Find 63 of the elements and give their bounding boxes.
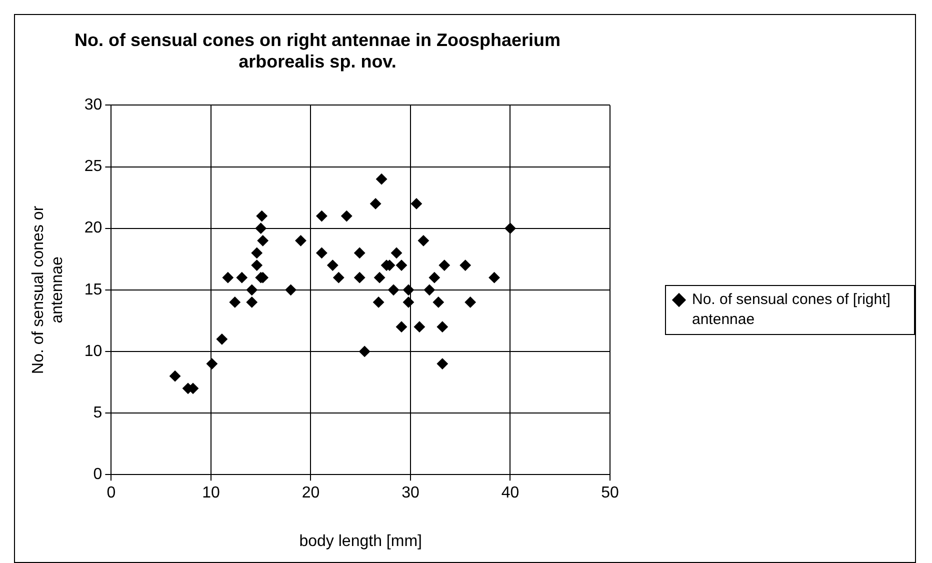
y-tick-label: 30 [84,96,102,114]
point [256,210,268,222]
point [373,296,384,308]
point [436,358,448,370]
point [246,296,258,308]
point [504,222,516,234]
point [354,247,366,258]
point [396,260,407,271]
point [438,260,450,271]
point [229,296,240,308]
point [391,247,402,258]
x-tick-label: 50 [601,484,619,502]
legend-label: No. of sensual cones of [right] antennae [692,290,892,330]
point [170,370,181,382]
point [428,272,440,284]
point [359,346,370,357]
chart-title: No. of sensual cones on right antennae in Zoosphaerium arborealis sp. nov. [74,30,561,72]
point [410,198,422,210]
point [327,260,338,271]
point [388,284,400,296]
y-tick-label: 10 [84,342,102,360]
point [295,235,306,246]
point [402,284,414,296]
point [316,247,328,258]
point [418,235,429,246]
point [376,174,388,185]
point [414,321,425,332]
point [246,284,258,296]
point [374,272,386,284]
point [216,334,228,345]
point [402,296,414,308]
y-tick-label: 25 [84,158,102,176]
point [460,260,471,271]
point [285,284,296,296]
point [488,272,500,284]
x-tick-label: 0 [106,484,116,502]
point [341,210,352,222]
point [251,260,262,271]
x-tick-label: 40 [501,484,520,502]
x-tick-label: 10 [202,484,220,502]
y-tick-label: 20 [84,220,102,237]
y-tick-label: 5 [93,404,102,422]
point [464,296,476,308]
y-tick-label: 0 [93,466,102,484]
point [396,321,407,332]
point [432,296,444,308]
x-tick-label: 20 [302,484,320,502]
point [222,272,234,284]
point [255,222,266,234]
point [206,358,218,370]
point [333,272,344,284]
x-tick-label: 30 [402,484,420,502]
point [257,235,268,246]
point [370,198,382,210]
point [251,247,262,258]
y-axis-title: No. of sensual cones or antennae [30,205,66,374]
y-tick-label: 15 [84,281,102,298]
point [424,284,435,296]
x-axis-title: body length [mm] [299,532,422,550]
point [436,321,448,332]
point [236,272,248,284]
point [316,210,328,222]
point [354,272,366,284]
